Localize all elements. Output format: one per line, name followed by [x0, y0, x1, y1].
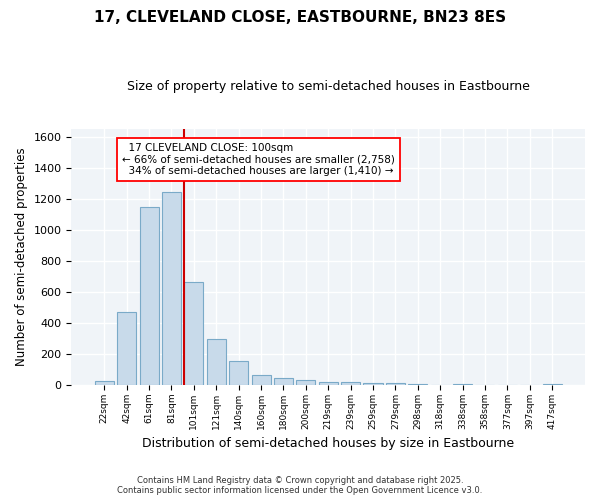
- Bar: [274, 378, 293, 384]
- Bar: [364, 383, 383, 384]
- Bar: [319, 382, 338, 384]
- Bar: [207, 339, 226, 384]
- Bar: [162, 192, 181, 384]
- Bar: [229, 360, 248, 384]
- Text: 17 CLEVELAND CLOSE: 100sqm
← 66% of semi-detached houses are smaller (2,758)
  3: 17 CLEVELAND CLOSE: 100sqm ← 66% of semi…: [122, 143, 395, 176]
- Y-axis label: Number of semi-detached properties: Number of semi-detached properties: [15, 148, 28, 366]
- Bar: [296, 380, 316, 384]
- Bar: [341, 382, 360, 384]
- X-axis label: Distribution of semi-detached houses by size in Eastbourne: Distribution of semi-detached houses by …: [142, 437, 514, 450]
- Bar: [117, 312, 136, 384]
- Text: 17, CLEVELAND CLOSE, EASTBOURNE, BN23 8ES: 17, CLEVELAND CLOSE, EASTBOURNE, BN23 8E…: [94, 10, 506, 25]
- Text: Contains HM Land Registry data © Crown copyright and database right 2025.
Contai: Contains HM Land Registry data © Crown c…: [118, 476, 482, 495]
- Title: Size of property relative to semi-detached houses in Eastbourne: Size of property relative to semi-detach…: [127, 80, 530, 93]
- Bar: [95, 381, 114, 384]
- Bar: [140, 207, 158, 384]
- Bar: [184, 282, 203, 384]
- Bar: [386, 383, 405, 384]
- Bar: [251, 374, 271, 384]
